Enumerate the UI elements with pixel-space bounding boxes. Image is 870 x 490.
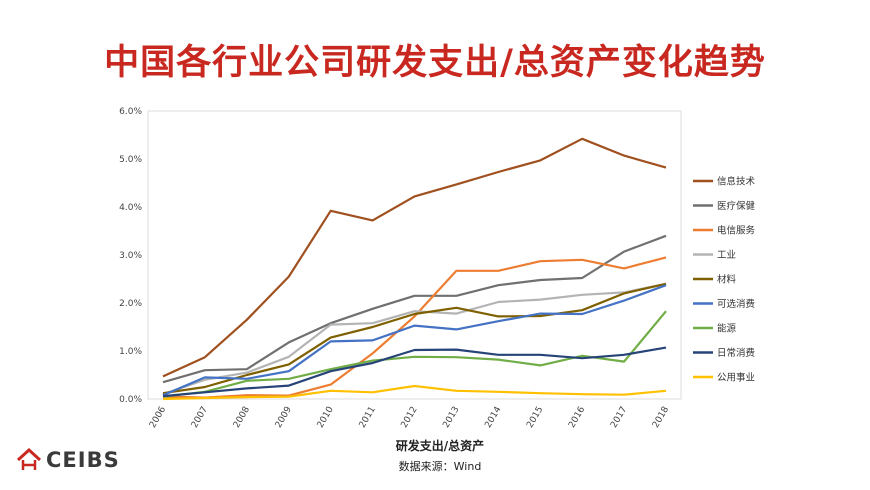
y-tick-label: 3.0%	[119, 251, 142, 261]
series-line	[162, 284, 667, 397]
series-line	[162, 256, 667, 399]
logo-text: CEIBS	[46, 448, 120, 472]
series-line	[162, 384, 667, 401]
x-tick-label: 2007	[190, 405, 210, 430]
ceibs-logo: CEIBS	[16, 448, 120, 472]
x-tick-label: 2011	[358, 405, 378, 430]
x-tick-label: 2006	[148, 405, 168, 430]
ceibs-emblem-icon	[16, 448, 42, 470]
page-title: 中国各行业公司研发支出/总资产变化趋势	[104, 43, 766, 83]
x-tick-label: 2014	[483, 405, 503, 430]
series-line	[162, 137, 667, 378]
x-axis: 2006 2007 2008 2009 2010 2011 2012 2013 2014 2015…	[148, 405, 671, 430]
x-tick-label: 2008	[232, 405, 252, 430]
x-tick-label: 2009	[274, 405, 294, 430]
y-tick-label: 1.0%	[119, 347, 142, 357]
x-tick-label: 2018	[651, 405, 671, 430]
series-line	[162, 346, 667, 398]
series-line	[162, 234, 667, 384]
x-tick-label: 2012	[400, 405, 420, 430]
data-source-note: 数据来源：Wind	[398, 460, 482, 473]
legend-label: 医疗保健	[717, 200, 756, 212]
y-tick-label: 5.0%	[119, 155, 142, 165]
legend-label: 日常消费	[717, 347, 755, 359]
y-tick-label: 0.0%	[119, 395, 142, 405]
series-lines	[162, 137, 667, 401]
x-axis-label: 研发支出/总资产	[395, 439, 485, 453]
legend-label: 工业	[717, 250, 736, 261]
legend-label: 能源	[717, 323, 737, 335]
legend-label: 信息技术	[717, 176, 756, 188]
x-tick-label: 2013	[441, 405, 461, 430]
series-line	[162, 282, 667, 396]
y-tick-label: 4.0%	[119, 203, 142, 213]
series-line	[162, 310, 667, 398]
legend-label: 材料	[717, 274, 737, 286]
x-tick-label: 2016	[567, 405, 587, 430]
legend-label: 电信服务	[717, 225, 756, 237]
legend-label: 公用事业	[717, 372, 755, 384]
series-line	[162, 282, 667, 395]
y-tick-label: 6.0%	[119, 107, 142, 117]
x-tick-label: 2015	[525, 405, 545, 430]
legend-label: 可选消费	[717, 298, 755, 310]
y-tick-label: 2.0%	[119, 299, 142, 309]
y-axis: 0.0% 1.0% 2.0% 3.0% 4.0% 5.0% 6.0%	[119, 107, 142, 405]
x-tick-label: 2010	[316, 405, 336, 430]
x-tick-label: 2017	[609, 405, 629, 430]
